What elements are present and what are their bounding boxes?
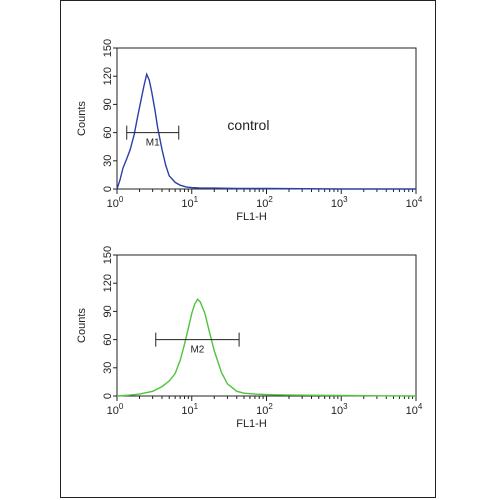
figure-frame	[60, 0, 436, 498]
x-tick-label: 100	[107, 402, 124, 417]
histogram-line-1	[116, 72, 416, 190]
x-axis-label: FL1-H	[236, 418, 267, 430]
gate-label: M2	[190, 345, 204, 356]
y-tick-label: 150	[102, 246, 114, 264]
y-tick-label: 0	[102, 393, 114, 399]
y-tick-label: 0	[102, 186, 114, 192]
annotation-label: control	[227, 117, 269, 133]
y-tick-label: 90	[102, 98, 114, 110]
y-tick-label: 120	[102, 274, 114, 292]
y-tick-label: 120	[102, 67, 114, 85]
y-tick-label: 30	[102, 155, 114, 167]
x-axis-label: FL1-H	[236, 211, 267, 223]
y-axis-label: Counts	[76, 101, 88, 136]
y-axis-label: Counts	[76, 308, 88, 343]
x-tick-label: 104	[406, 402, 423, 417]
x-tick-label: 104	[406, 195, 423, 210]
plot-area-2	[116, 254, 417, 397]
y-tick-label: 30	[102, 362, 114, 374]
x-tick-label: 101	[181, 402, 198, 417]
x-tick-label: 100	[107, 195, 124, 210]
histogram-line-2	[116, 298, 417, 397]
x-tick-label: 103	[331, 195, 348, 210]
y-tick-label: 60	[102, 333, 114, 345]
x-tick-label: 102	[256, 195, 273, 210]
x-tick-label: 102	[256, 402, 273, 417]
gate-label: M1	[146, 138, 160, 149]
x-tick-label: 101	[181, 195, 198, 210]
y-tick-label: 60	[102, 126, 114, 138]
x-tick-label: 103	[331, 402, 348, 417]
y-tick-label: 90	[102, 305, 114, 317]
y-tick-label: 150	[102, 39, 114, 57]
